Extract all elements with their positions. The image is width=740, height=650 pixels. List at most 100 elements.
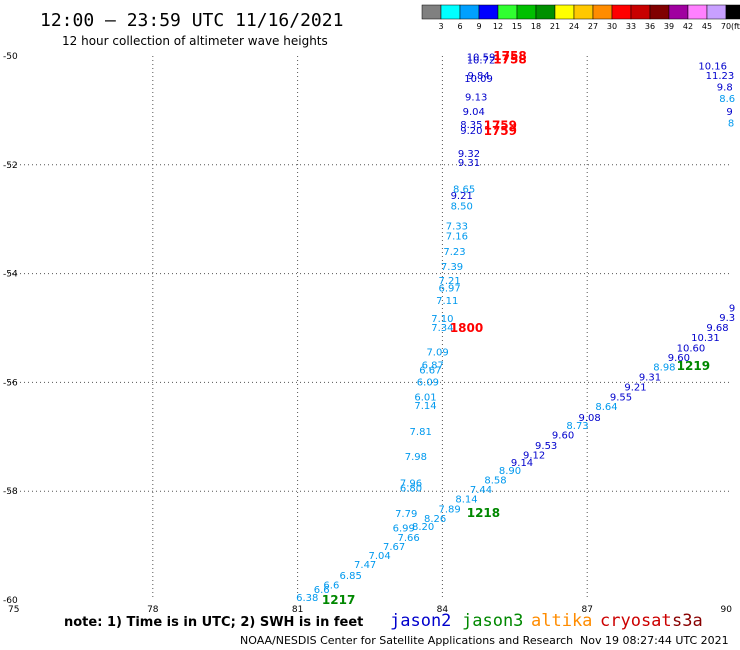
lon-tick-label: 81 bbox=[292, 605, 303, 615]
color-scale-swatch bbox=[459, 4, 480, 20]
color-scale-swatch bbox=[649, 4, 670, 20]
wave-height-value: 9 bbox=[726, 107, 732, 118]
pass-time-label: 1217 bbox=[322, 593, 355, 607]
wave-height-value: 9.20 bbox=[460, 126, 482, 137]
wave-height-value: 7.33 bbox=[446, 221, 468, 232]
wave-height-value: 7.16 bbox=[446, 232, 468, 243]
axis-tick-labels: 75 78 81 84 87 90 -50 -52 -54 -56 -58 -60 bbox=[3, 52, 732, 615]
wave-height-value: 7.89 bbox=[439, 505, 461, 516]
color-scale-label: 9 bbox=[476, 22, 481, 31]
color-scale-label: 45 bbox=[702, 22, 712, 31]
color-scale-swatch bbox=[554, 4, 575, 20]
wave-height-value: 10.09 bbox=[464, 74, 493, 85]
color-scale-swatch bbox=[725, 4, 740, 20]
wave-height-value: 9.68 bbox=[706, 323, 728, 334]
pass-time-label: 1758 bbox=[493, 52, 526, 66]
wave-height-value: 9.21 bbox=[451, 191, 473, 202]
wave-height-value: 9.3 bbox=[719, 313, 735, 324]
color-scale-swatch bbox=[421, 4, 442, 20]
lon-tick-label: 84 bbox=[437, 605, 449, 615]
color-scale-label: 15 bbox=[512, 22, 522, 31]
wave-height-value: 7.14 bbox=[414, 401, 436, 412]
pass-time-label: 1758 bbox=[493, 49, 526, 63]
wave-height-value: 7.39 bbox=[441, 262, 463, 273]
color-scale-label: 18 bbox=[531, 22, 541, 31]
footer-note: note: 1) Time is in UTC; 2) SWH is in fe… bbox=[64, 615, 363, 630]
wave-height-value: 7.09 bbox=[426, 347, 448, 358]
pass-time-label: 1800 bbox=[450, 321, 483, 335]
wave-height-value: 6.85 bbox=[340, 571, 362, 582]
wave-height-value: 8.64 bbox=[595, 402, 617, 413]
wave-height-value: 8.26 bbox=[424, 514, 446, 525]
satellite-legend: jason2 jason3 altika cryosat s3a bbox=[390, 611, 703, 631]
footer-timestamp: Nov 19 08:27:44 UTC 2021 bbox=[580, 634, 729, 647]
wave-height-value: 7.10 bbox=[431, 314, 453, 325]
wave-height-value: 6.67 bbox=[419, 365, 441, 376]
wave-height-value: 8.98 bbox=[653, 363, 675, 374]
satellite-name-jason2: jason2 bbox=[390, 611, 451, 631]
wave-height-value: 8.58 bbox=[484, 475, 506, 486]
lat-tick-label: -50 bbox=[3, 52, 18, 62]
map-subtitle: 12 hour collection of altimeter wave hei… bbox=[62, 34, 328, 48]
wave-height-value: 8.35 bbox=[460, 120, 482, 131]
color-scale-label: 21 bbox=[550, 22, 560, 31]
lon-tick-label: 90 bbox=[721, 605, 733, 615]
color-scale-label: 24 bbox=[569, 22, 579, 31]
wave-height-value: 9.60 bbox=[668, 353, 690, 364]
pass-time-label: 1759 bbox=[484, 124, 517, 138]
wave-height-value: 9.84 bbox=[467, 71, 489, 82]
pass-time-label: 1219 bbox=[677, 359, 710, 373]
wave-height-value: 9.21 bbox=[624, 382, 646, 393]
lat-tick-label: -60 bbox=[3, 596, 18, 606]
color-scale-swatch bbox=[535, 4, 556, 20]
wave-height-value: 10.59 bbox=[467, 53, 496, 64]
wave-height-value: 7.81 bbox=[410, 427, 432, 438]
color-scale-swatch bbox=[478, 4, 499, 20]
wave-height-value: 9.53 bbox=[535, 441, 557, 452]
wave-height-value: 10.16 bbox=[698, 61, 727, 72]
wave-height-value: 8.20 bbox=[412, 522, 434, 533]
satellite-name-s3a: s3a bbox=[672, 611, 703, 631]
satellite-name-jason3: jason3 bbox=[462, 611, 523, 631]
lon-tick-label: 75 bbox=[8, 605, 19, 615]
wave-height-value: 7.21 bbox=[439, 276, 461, 287]
color-scale-label: 3 bbox=[438, 22, 443, 31]
wave-height-value: 9.04 bbox=[463, 107, 485, 118]
wave-height-value: 7.44 bbox=[470, 485, 492, 496]
wave-height-value: 6.6 bbox=[323, 580, 339, 591]
wave-height-value: 7.47 bbox=[354, 560, 376, 571]
map-title: 12:00 – 23:59 UTC 11/16/2021 bbox=[40, 10, 343, 31]
color-scale-swatch bbox=[687, 4, 708, 20]
wave-height-labels: 10.5910.729.8410.099.139.048.359.209.329… bbox=[296, 53, 735, 604]
color-scale-label: 33 bbox=[626, 22, 636, 31]
wave-height-value: 8.73 bbox=[566, 421, 588, 432]
lat-lon-grid bbox=[8, 56, 732, 600]
wave-height-value: 9.08 bbox=[578, 413, 600, 424]
color-scale-swatch bbox=[573, 4, 594, 20]
color-scale-swatch bbox=[630, 4, 651, 20]
satellite-name-altika: altika bbox=[531, 611, 592, 631]
color-scale-label: 70 bbox=[721, 22, 731, 31]
wave-height-value: 9.14 bbox=[511, 458, 533, 469]
color-scale-label: 39 bbox=[664, 22, 674, 31]
wave-height-value: 6.6 bbox=[314, 585, 330, 596]
wave-height-value: 8.14 bbox=[455, 494, 477, 505]
wave-height-value: 7.98 bbox=[405, 452, 427, 463]
color-scale-swatch bbox=[611, 4, 632, 20]
wave-height-value: 9.60 bbox=[552, 431, 574, 442]
wave-height-value: 6.80 bbox=[400, 483, 422, 494]
wave-height-value: 7.66 bbox=[397, 533, 419, 544]
wave-height-value: 7.79 bbox=[395, 509, 417, 520]
lat-tick-label: -58 bbox=[3, 487, 18, 497]
wave-height-value: 6.87 bbox=[422, 361, 444, 372]
wave-height-value: 9 bbox=[729, 303, 735, 314]
wave-height-value: 11.23 bbox=[706, 71, 735, 82]
wave-height-value: 9.12 bbox=[523, 450, 545, 461]
color-scale-label: 12 bbox=[493, 22, 503, 31]
wave-height-value: 6.38 bbox=[296, 593, 318, 604]
pass-time-label: 1759 bbox=[484, 119, 517, 133]
wave-height-value: 9.55 bbox=[610, 393, 632, 404]
lon-tick-label: 78 bbox=[147, 605, 159, 615]
